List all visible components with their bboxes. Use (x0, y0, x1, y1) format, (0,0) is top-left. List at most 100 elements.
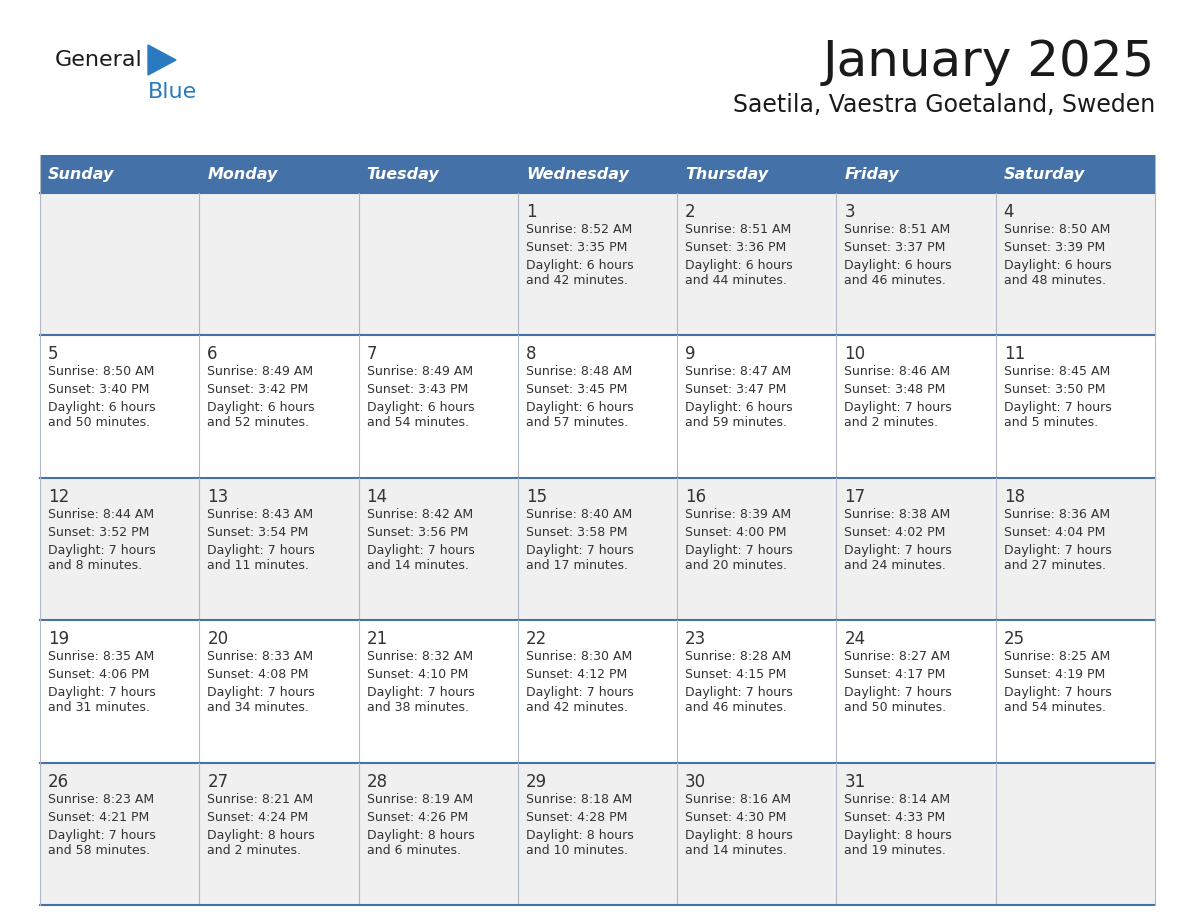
Text: Sunset: 3:45 PM: Sunset: 3:45 PM (526, 384, 627, 397)
Bar (996, 155, 1155, 193)
Text: Sunrise: 8:46 AM: Sunrise: 8:46 AM (845, 365, 950, 378)
Text: Sunset: 4:04 PM: Sunset: 4:04 PM (1004, 526, 1105, 539)
Text: Daylight: 7 hours
and 24 minutes.: Daylight: 7 hours and 24 minutes. (845, 543, 952, 572)
Text: Sunrise: 8:49 AM: Sunrise: 8:49 AM (367, 365, 473, 378)
Text: Daylight: 8 hours
and 10 minutes.: Daylight: 8 hours and 10 minutes. (526, 829, 633, 856)
Text: Daylight: 7 hours
and 31 minutes.: Daylight: 7 hours and 31 minutes. (48, 686, 156, 714)
Text: 13: 13 (207, 487, 228, 506)
Text: Sunset: 3:58 PM: Sunset: 3:58 PM (526, 526, 627, 539)
Text: Sunset: 4:19 PM: Sunset: 4:19 PM (1004, 668, 1105, 681)
Text: Sunrise: 8:18 AM: Sunrise: 8:18 AM (526, 792, 632, 806)
Text: Sunset: 3:43 PM: Sunset: 3:43 PM (367, 384, 468, 397)
Text: Sunrise: 8:45 AM: Sunrise: 8:45 AM (1004, 365, 1110, 378)
Text: Sunset: 3:56 PM: Sunset: 3:56 PM (367, 526, 468, 539)
Text: Sunrise: 8:51 AM: Sunrise: 8:51 AM (845, 223, 950, 236)
Text: Daylight: 7 hours
and 8 minutes.: Daylight: 7 hours and 8 minutes. (48, 543, 156, 572)
Text: Sunset: 4:08 PM: Sunset: 4:08 PM (207, 668, 309, 681)
Text: Sunrise: 8:47 AM: Sunrise: 8:47 AM (685, 365, 791, 378)
Text: 17: 17 (845, 487, 866, 506)
Text: 7: 7 (367, 345, 377, 364)
Text: 10: 10 (845, 345, 866, 364)
Text: Daylight: 7 hours
and 38 minutes.: Daylight: 7 hours and 38 minutes. (367, 686, 474, 714)
Text: Daylight: 7 hours
and 42 minutes.: Daylight: 7 hours and 42 minutes. (526, 686, 633, 714)
Text: Daylight: 7 hours
and 46 minutes.: Daylight: 7 hours and 46 minutes. (685, 686, 792, 714)
Text: 24: 24 (845, 630, 866, 648)
Text: Sunset: 4:15 PM: Sunset: 4:15 PM (685, 668, 786, 681)
Bar (40, 763, 1155, 905)
Text: 19: 19 (48, 630, 69, 648)
Text: Sunset: 3:40 PM: Sunset: 3:40 PM (48, 384, 150, 397)
Text: Daylight: 7 hours
and 27 minutes.: Daylight: 7 hours and 27 minutes. (1004, 543, 1112, 572)
Bar (836, 155, 996, 193)
Bar (40, 335, 1155, 477)
Bar (40, 193, 1155, 335)
Text: Sunrise: 8:23 AM: Sunrise: 8:23 AM (48, 792, 154, 806)
Text: Sunday: Sunday (48, 166, 114, 182)
Text: 27: 27 (207, 773, 228, 790)
Text: Saetila, Vaestra Goetaland, Sweden: Saetila, Vaestra Goetaland, Sweden (733, 93, 1155, 117)
Text: 31: 31 (845, 773, 866, 790)
Text: 23: 23 (685, 630, 707, 648)
Text: 2: 2 (685, 203, 696, 221)
Text: Sunset: 3:35 PM: Sunset: 3:35 PM (526, 241, 627, 254)
Text: Blue: Blue (148, 82, 197, 102)
Text: 26: 26 (48, 773, 69, 790)
Text: 25: 25 (1004, 630, 1025, 648)
Text: Sunrise: 8:19 AM: Sunrise: 8:19 AM (367, 792, 473, 806)
Text: 3: 3 (845, 203, 855, 221)
Text: Daylight: 6 hours
and 57 minutes.: Daylight: 6 hours and 57 minutes. (526, 401, 633, 430)
Text: Sunrise: 8:51 AM: Sunrise: 8:51 AM (685, 223, 791, 236)
Text: Sunset: 3:54 PM: Sunset: 3:54 PM (207, 526, 309, 539)
Text: Daylight: 6 hours
and 48 minutes.: Daylight: 6 hours and 48 minutes. (1004, 259, 1111, 287)
Text: Sunrise: 8:49 AM: Sunrise: 8:49 AM (207, 365, 314, 378)
Text: 28: 28 (367, 773, 387, 790)
Text: Daylight: 7 hours
and 17 minutes.: Daylight: 7 hours and 17 minutes. (526, 543, 633, 572)
Text: Sunrise: 8:25 AM: Sunrise: 8:25 AM (1004, 650, 1110, 663)
Text: Monday: Monday (207, 166, 278, 182)
Text: 11: 11 (1004, 345, 1025, 364)
Text: Sunset: 3:52 PM: Sunset: 3:52 PM (48, 526, 150, 539)
Polygon shape (148, 45, 176, 75)
Text: 6: 6 (207, 345, 217, 364)
Text: Sunrise: 8:21 AM: Sunrise: 8:21 AM (207, 792, 314, 806)
Text: Sunset: 3:36 PM: Sunset: 3:36 PM (685, 241, 786, 254)
Text: Daylight: 6 hours
and 42 minutes.: Daylight: 6 hours and 42 minutes. (526, 259, 633, 287)
Bar (359, 155, 518, 193)
Text: Sunrise: 8:27 AM: Sunrise: 8:27 AM (845, 650, 950, 663)
Text: Sunrise: 8:36 AM: Sunrise: 8:36 AM (1004, 508, 1110, 521)
Text: Daylight: 7 hours
and 50 minutes.: Daylight: 7 hours and 50 minutes. (845, 686, 952, 714)
Text: 9: 9 (685, 345, 696, 364)
Text: 30: 30 (685, 773, 707, 790)
Text: Sunrise: 8:52 AM: Sunrise: 8:52 AM (526, 223, 632, 236)
Text: 15: 15 (526, 487, 546, 506)
Text: 29: 29 (526, 773, 546, 790)
Text: 14: 14 (367, 487, 387, 506)
Text: Sunrise: 8:28 AM: Sunrise: 8:28 AM (685, 650, 791, 663)
Text: Sunrise: 8:50 AM: Sunrise: 8:50 AM (1004, 223, 1110, 236)
Text: Daylight: 6 hours
and 50 minutes.: Daylight: 6 hours and 50 minutes. (48, 401, 156, 430)
Text: Wednesday: Wednesday (526, 166, 628, 182)
Text: 5: 5 (48, 345, 58, 364)
Text: Sunrise: 8:43 AM: Sunrise: 8:43 AM (207, 508, 314, 521)
Text: Sunrise: 8:35 AM: Sunrise: 8:35 AM (48, 650, 154, 663)
Text: Sunset: 4:17 PM: Sunset: 4:17 PM (845, 668, 946, 681)
Text: Sunset: 3:42 PM: Sunset: 3:42 PM (207, 384, 309, 397)
Text: General: General (55, 50, 143, 70)
Text: Sunrise: 8:33 AM: Sunrise: 8:33 AM (207, 650, 314, 663)
Bar (40, 477, 1155, 621)
Text: Sunset: 4:02 PM: Sunset: 4:02 PM (845, 526, 946, 539)
Text: Daylight: 8 hours
and 19 minutes.: Daylight: 8 hours and 19 minutes. (845, 829, 952, 856)
Text: Daylight: 7 hours
and 11 minutes.: Daylight: 7 hours and 11 minutes. (207, 543, 315, 572)
Text: Sunrise: 8:39 AM: Sunrise: 8:39 AM (685, 508, 791, 521)
Text: Sunset: 4:28 PM: Sunset: 4:28 PM (526, 811, 627, 823)
Text: Sunset: 4:00 PM: Sunset: 4:00 PM (685, 526, 786, 539)
Text: 21: 21 (367, 630, 387, 648)
Text: Sunset: 3:48 PM: Sunset: 3:48 PM (845, 384, 946, 397)
Bar (200, 155, 359, 193)
Text: Sunset: 4:30 PM: Sunset: 4:30 PM (685, 811, 786, 823)
Text: Friday: Friday (845, 166, 899, 182)
Text: Daylight: 7 hours
and 20 minutes.: Daylight: 7 hours and 20 minutes. (685, 543, 792, 572)
Text: Daylight: 6 hours
and 52 minutes.: Daylight: 6 hours and 52 minutes. (207, 401, 315, 430)
Text: 8: 8 (526, 345, 536, 364)
Text: 12: 12 (48, 487, 69, 506)
